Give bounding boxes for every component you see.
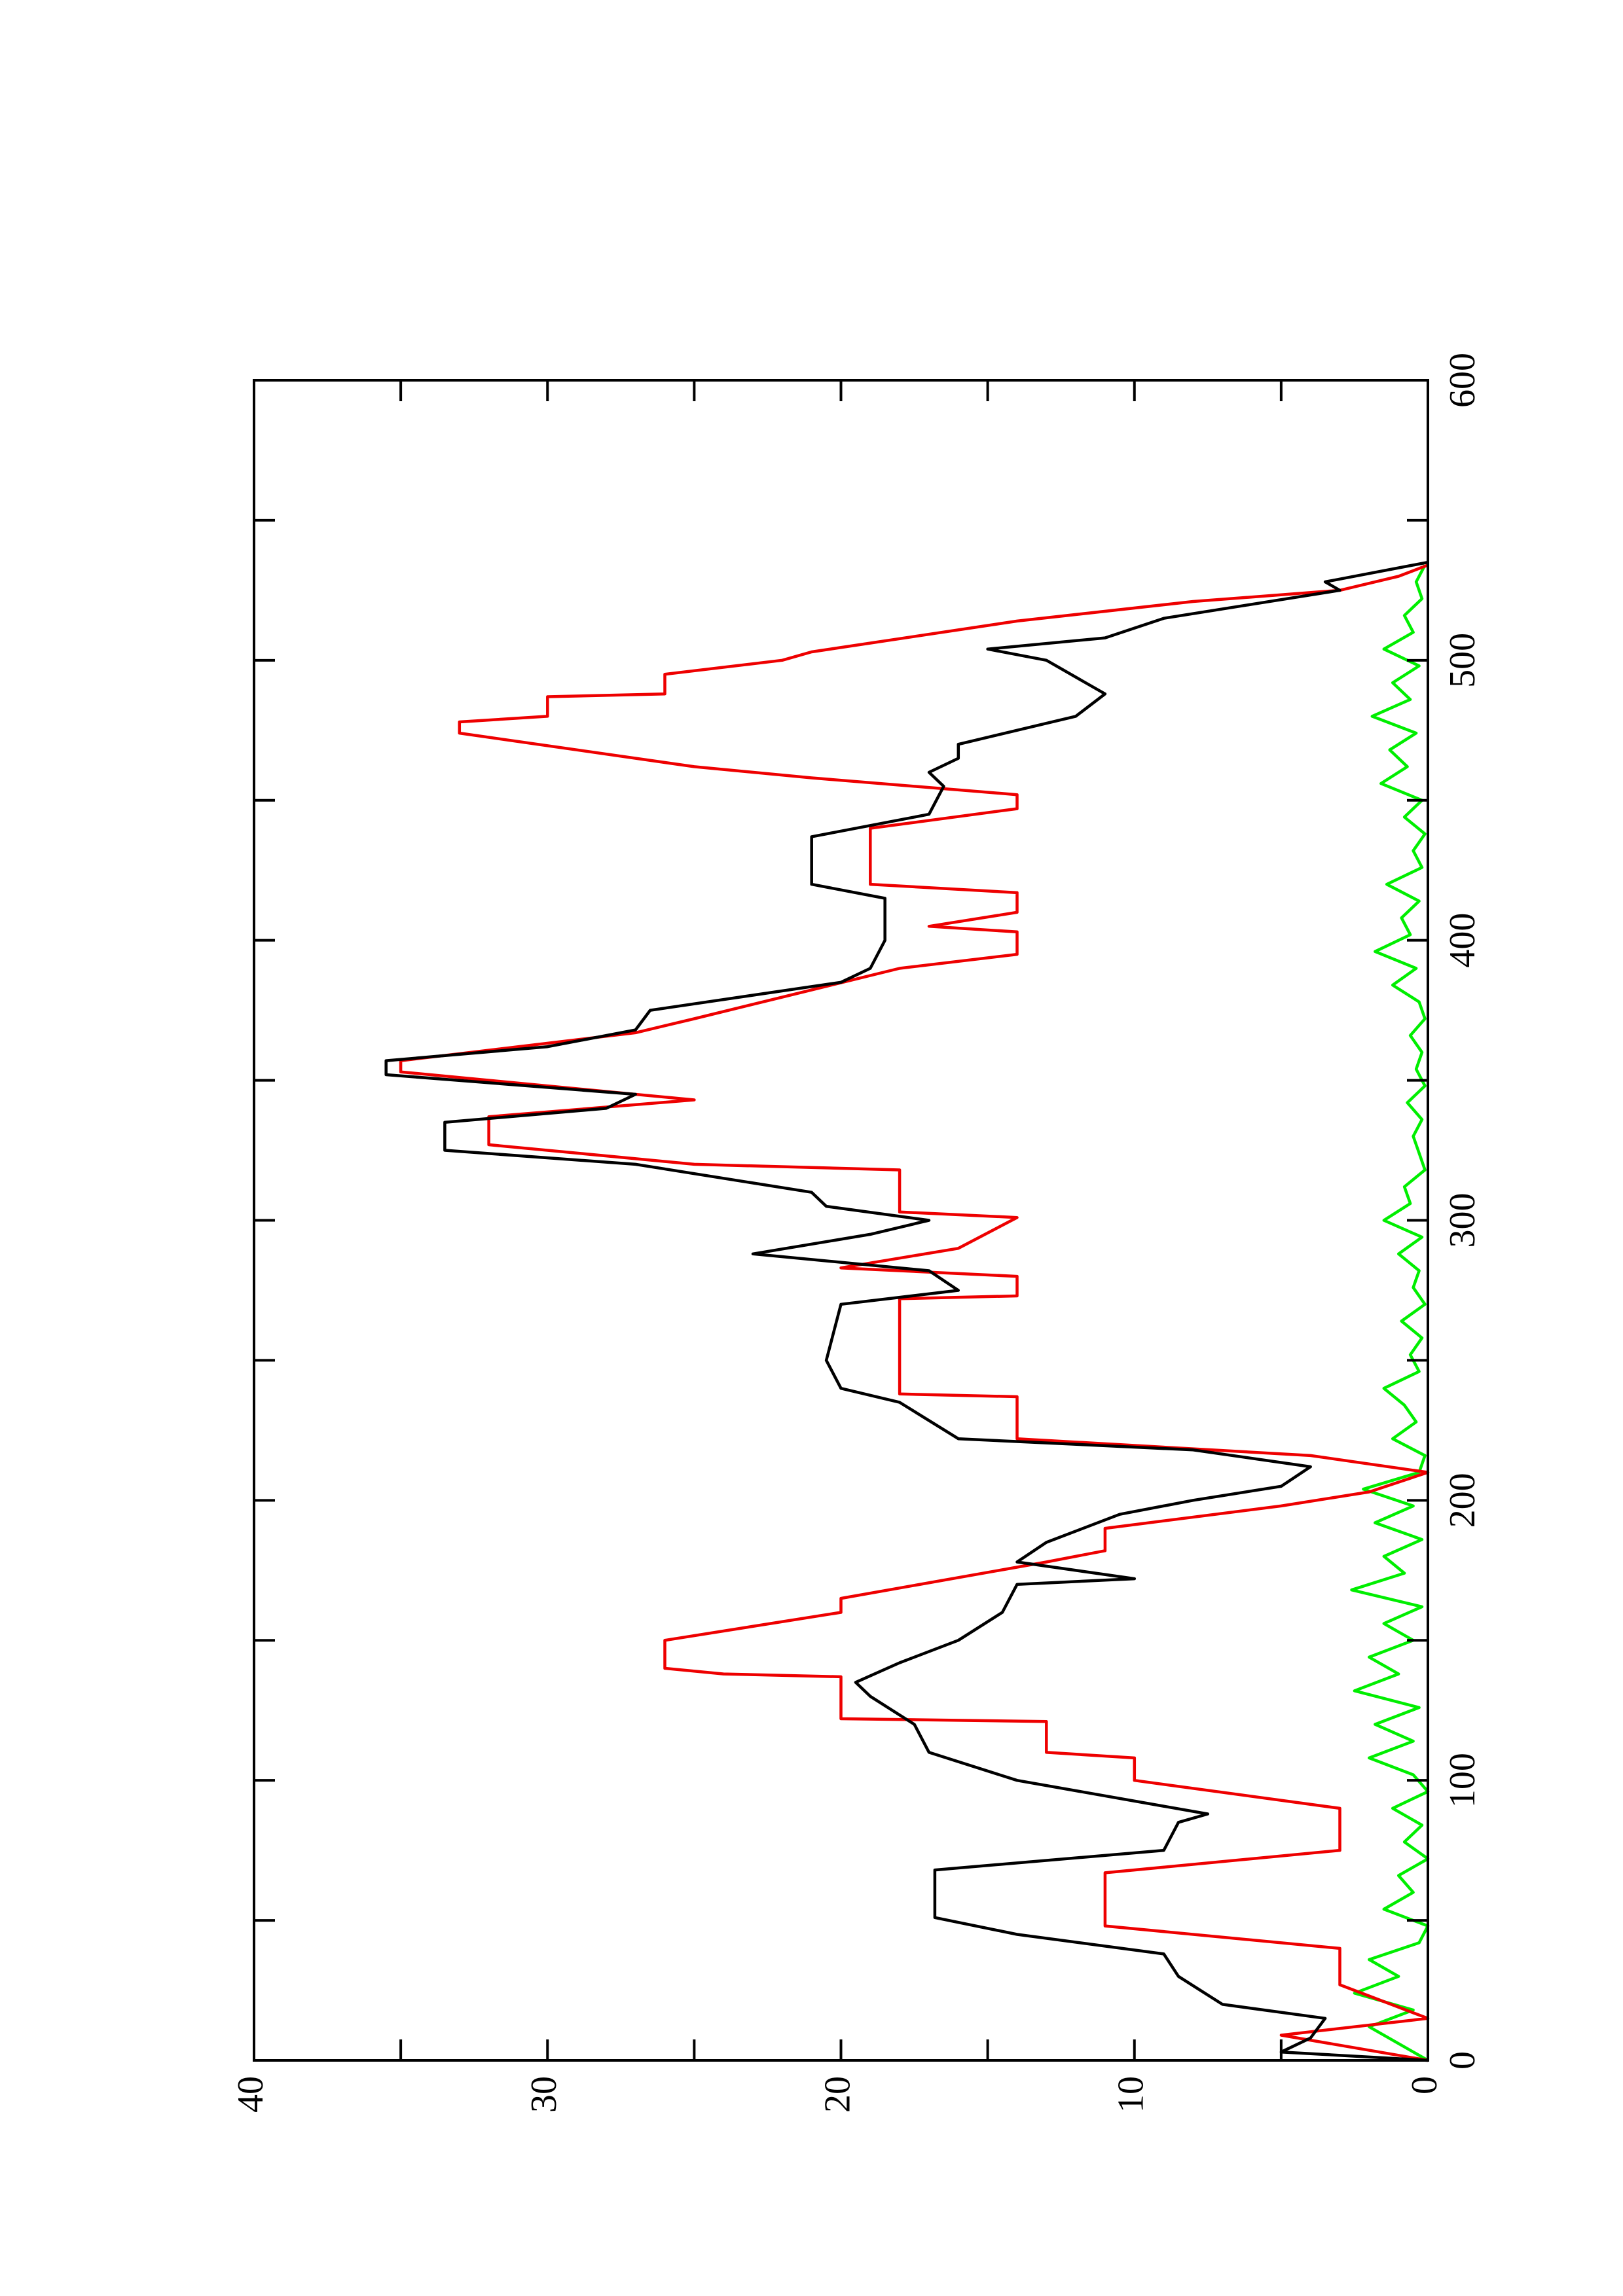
data-line xyxy=(1350,564,1430,2062)
y-tick-label: 40 xyxy=(230,2076,271,2113)
y-tick-label: 20 xyxy=(817,2076,858,2113)
plot-frame xyxy=(253,379,1429,2062)
y-tick-label: 10 xyxy=(1111,2076,1152,2113)
x-tick-label: 200 xyxy=(1442,1473,1483,1528)
x-tick-label: 600 xyxy=(1442,353,1483,408)
x-tick-label: 400 xyxy=(1442,913,1483,968)
x-tick-label: 100 xyxy=(1442,1753,1483,1808)
data-line xyxy=(384,560,1429,2062)
y-tick-label: 30 xyxy=(524,2076,564,2113)
x-tick-label: 0 xyxy=(1442,2051,1483,2070)
data-line xyxy=(399,564,1430,2062)
x-tick-label: 500 xyxy=(1442,633,1483,688)
plot-area: 0 100 200 300 400 500 600 0 10 20 30 40 xyxy=(230,353,1483,2113)
x-tick-label: 300 xyxy=(1442,1193,1483,1248)
y-tick-label: 0 xyxy=(1404,2076,1445,2094)
